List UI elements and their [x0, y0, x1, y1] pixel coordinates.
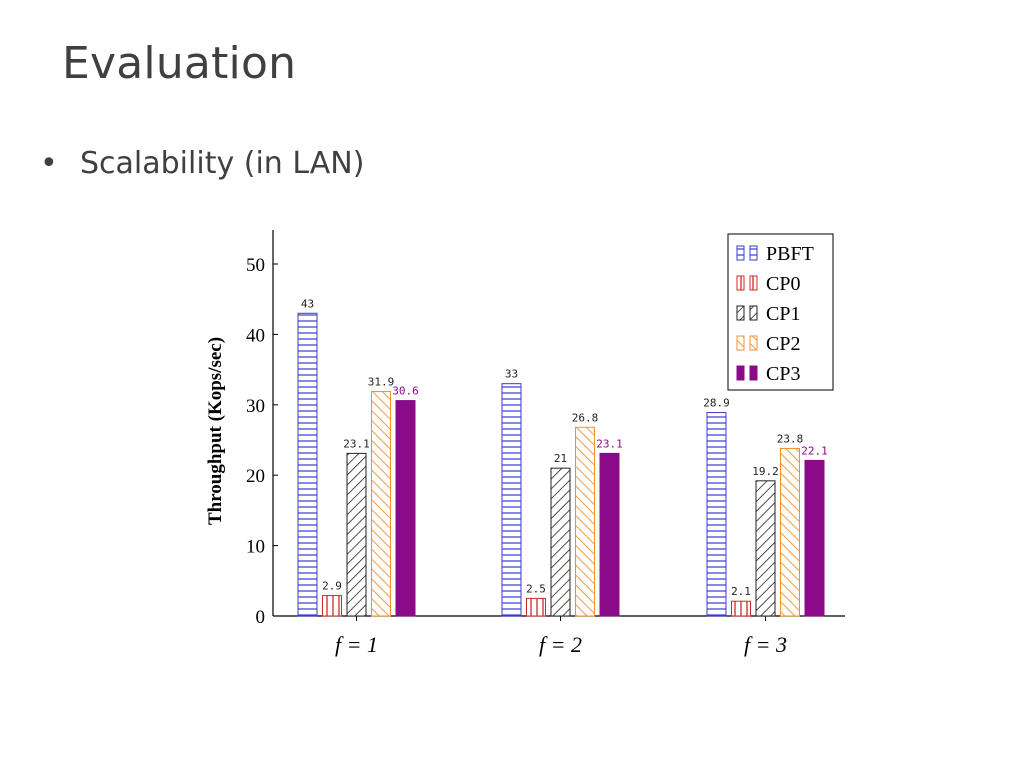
bar-cp3: [804, 459, 825, 617]
x-tick-label: f = 2: [539, 632, 582, 657]
y-tick-label: 20: [246, 466, 265, 487]
legend-swatch-cp3: [736, 365, 745, 381]
bar-value-label: 28.9: [703, 397, 730, 410]
bar-value-label: 33: [505, 368, 518, 381]
bar-cp2: [780, 447, 800, 617]
bar-cp3: [599, 452, 620, 617]
legend-swatch-cp2: [749, 335, 758, 351]
slide-title: Evaluation: [62, 38, 297, 89]
axes: 0 10 20 30 40 50 Throughput (Kops/sec) f = 1 f =…: [205, 230, 845, 657]
bar-pbft: [706, 412, 727, 617]
bar-value-label: 19.2: [752, 465, 779, 478]
legend-label-cp1: CP1: [766, 303, 800, 325]
bullet-dot: •: [40, 146, 58, 181]
legend-swatch-cp0: [736, 275, 745, 291]
legend-swatch-pbft: [749, 245, 758, 261]
bar-value-label: 2.5: [526, 582, 546, 595]
bar-value-label: 23.8: [777, 432, 804, 445]
x-tick-label: f = 3: [744, 632, 787, 657]
y-tick-label: 30: [246, 396, 265, 417]
bar-cp1: [755, 480, 776, 617]
data-labels: 43 33 28.9 2.9 2.5 2.1 23.1 21 19.2 31.9 26.8 23.8 3…: [301, 297, 828, 598]
bar-cp1: [346, 452, 367, 617]
legend-label-cp3: CP3: [766, 363, 800, 385]
legend-swatch-cp1: [749, 305, 758, 321]
legend: PBFT CP0 CP1 CP2 CP3: [727, 233, 834, 391]
bullet-item: • Scalability (in LAN): [40, 146, 364, 181]
legend-label-pbft: PBFT: [766, 243, 814, 265]
y-axis-label: Throughput (Kops/sec): [205, 337, 226, 525]
legend-swatch-cp3: [749, 365, 758, 381]
bars: [297, 312, 825, 617]
bar-value-label: 23.1: [596, 437, 623, 450]
legend-swatch-pbft: [736, 245, 745, 261]
legend-swatch-cp2: [736, 335, 745, 351]
y-tick-label: 50: [246, 255, 265, 276]
legend-box: [727, 233, 834, 391]
bar-cp2: [575, 426, 595, 617]
bar-value-label: 43: [301, 297, 314, 310]
bar-pbft: [501, 383, 522, 617]
bar-value-label: 2.9: [322, 580, 342, 593]
legend-swatch-cp0: [749, 275, 758, 291]
bar-pbft: [297, 312, 318, 617]
bar-value-label: 30.6: [392, 385, 419, 398]
x-tick-label: f = 1: [335, 632, 378, 657]
y-tick-label: 10: [246, 537, 265, 558]
bar-value-label: 22.1: [801, 444, 828, 457]
bar-value-label: 2.1: [731, 585, 751, 598]
bar-cp3: [395, 400, 416, 617]
bar-value-label: 21: [554, 452, 567, 465]
legend-label-cp2: CP2: [766, 333, 800, 355]
bar-cp0: [526, 597, 546, 617]
bar-value-label: 26.8: [572, 411, 599, 424]
bullet-text: Scalability (in LAN): [80, 146, 365, 181]
bar-cp2: [371, 390, 391, 617]
legend-swatch-cp1: [736, 305, 745, 321]
bar-cp0: [731, 600, 751, 617]
bar-cp1: [550, 467, 571, 617]
bar-cp0: [322, 595, 342, 617]
y-tick-label: 0: [256, 607, 266, 628]
legend-label-cp0: CP0: [766, 273, 800, 295]
bar-value-label: 23.1: [343, 437, 370, 450]
bar-value-label: 31.9: [368, 375, 395, 388]
y-tick-label: 40: [246, 325, 265, 346]
